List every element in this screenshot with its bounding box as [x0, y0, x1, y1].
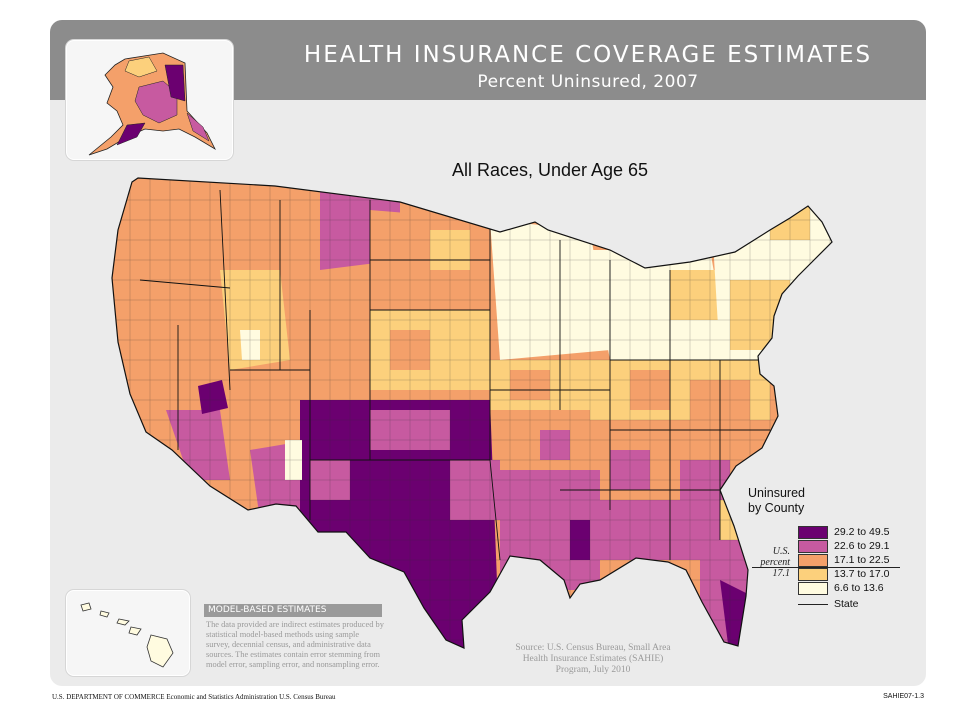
legend-swatch	[798, 540, 828, 553]
us-percent-line2: percent	[760, 557, 790, 568]
footer-agency: U.S. DEPARTMENT OF COMMERCE Economic and…	[52, 693, 336, 701]
model-estimates-heading: MODEL-BASED ESTIMATES	[204, 604, 382, 617]
footer-map-id: SAHIE07-1.3	[883, 693, 924, 700]
legend-title: Uninsured by County	[748, 486, 805, 516]
legend-swatch	[798, 582, 828, 595]
page-title: HEALTH INSURANCE COVERAGE ESTIMATES	[303, 42, 873, 68]
legend-title-line1: Uninsured	[748, 486, 805, 500]
legend-label: 29.2 to 49.5	[834, 526, 890, 538]
source-note: Source: U.S. Census Bureau, Small Area H…	[515, 643, 671, 675]
us-percent-line	[752, 567, 900, 568]
legend-swatch	[798, 554, 828, 567]
legend-label: 22.6 to 29.1	[834, 540, 890, 552]
legend-label: 17.1 to 22.5	[834, 554, 890, 566]
legend-swatch	[798, 568, 828, 581]
alaska-inset	[66, 40, 233, 160]
page-subtitle: Percent Uninsured, 2007	[477, 72, 699, 92]
legend-title-line2: by County	[748, 501, 805, 515]
us-percent-value: 17.1	[772, 568, 791, 579]
legend-label: 6.6 to 13.6	[834, 582, 884, 594]
model-estimates-text: The data provided are indirect estimates…	[206, 620, 384, 669]
us-percent-line1: U.S.	[772, 546, 790, 557]
us-county-map	[111, 177, 833, 649]
legend-swatch	[798, 526, 828, 539]
state-boundary-symbol	[798, 604, 828, 605]
map-title: All Races, Under Age 65	[451, 160, 649, 180]
us-percent-marker: U.S. percent 17.1	[748, 546, 790, 579]
hawaii-map	[80, 602, 174, 668]
state-boundary-label: State	[834, 598, 859, 610]
alaska-map	[88, 52, 216, 156]
hawaii-inset	[66, 590, 190, 676]
legend-label: 13.7 to 17.0	[834, 568, 890, 580]
map-legend: Uninsured by County 29.2 to 49.5 22.6 to…	[748, 470, 928, 630]
